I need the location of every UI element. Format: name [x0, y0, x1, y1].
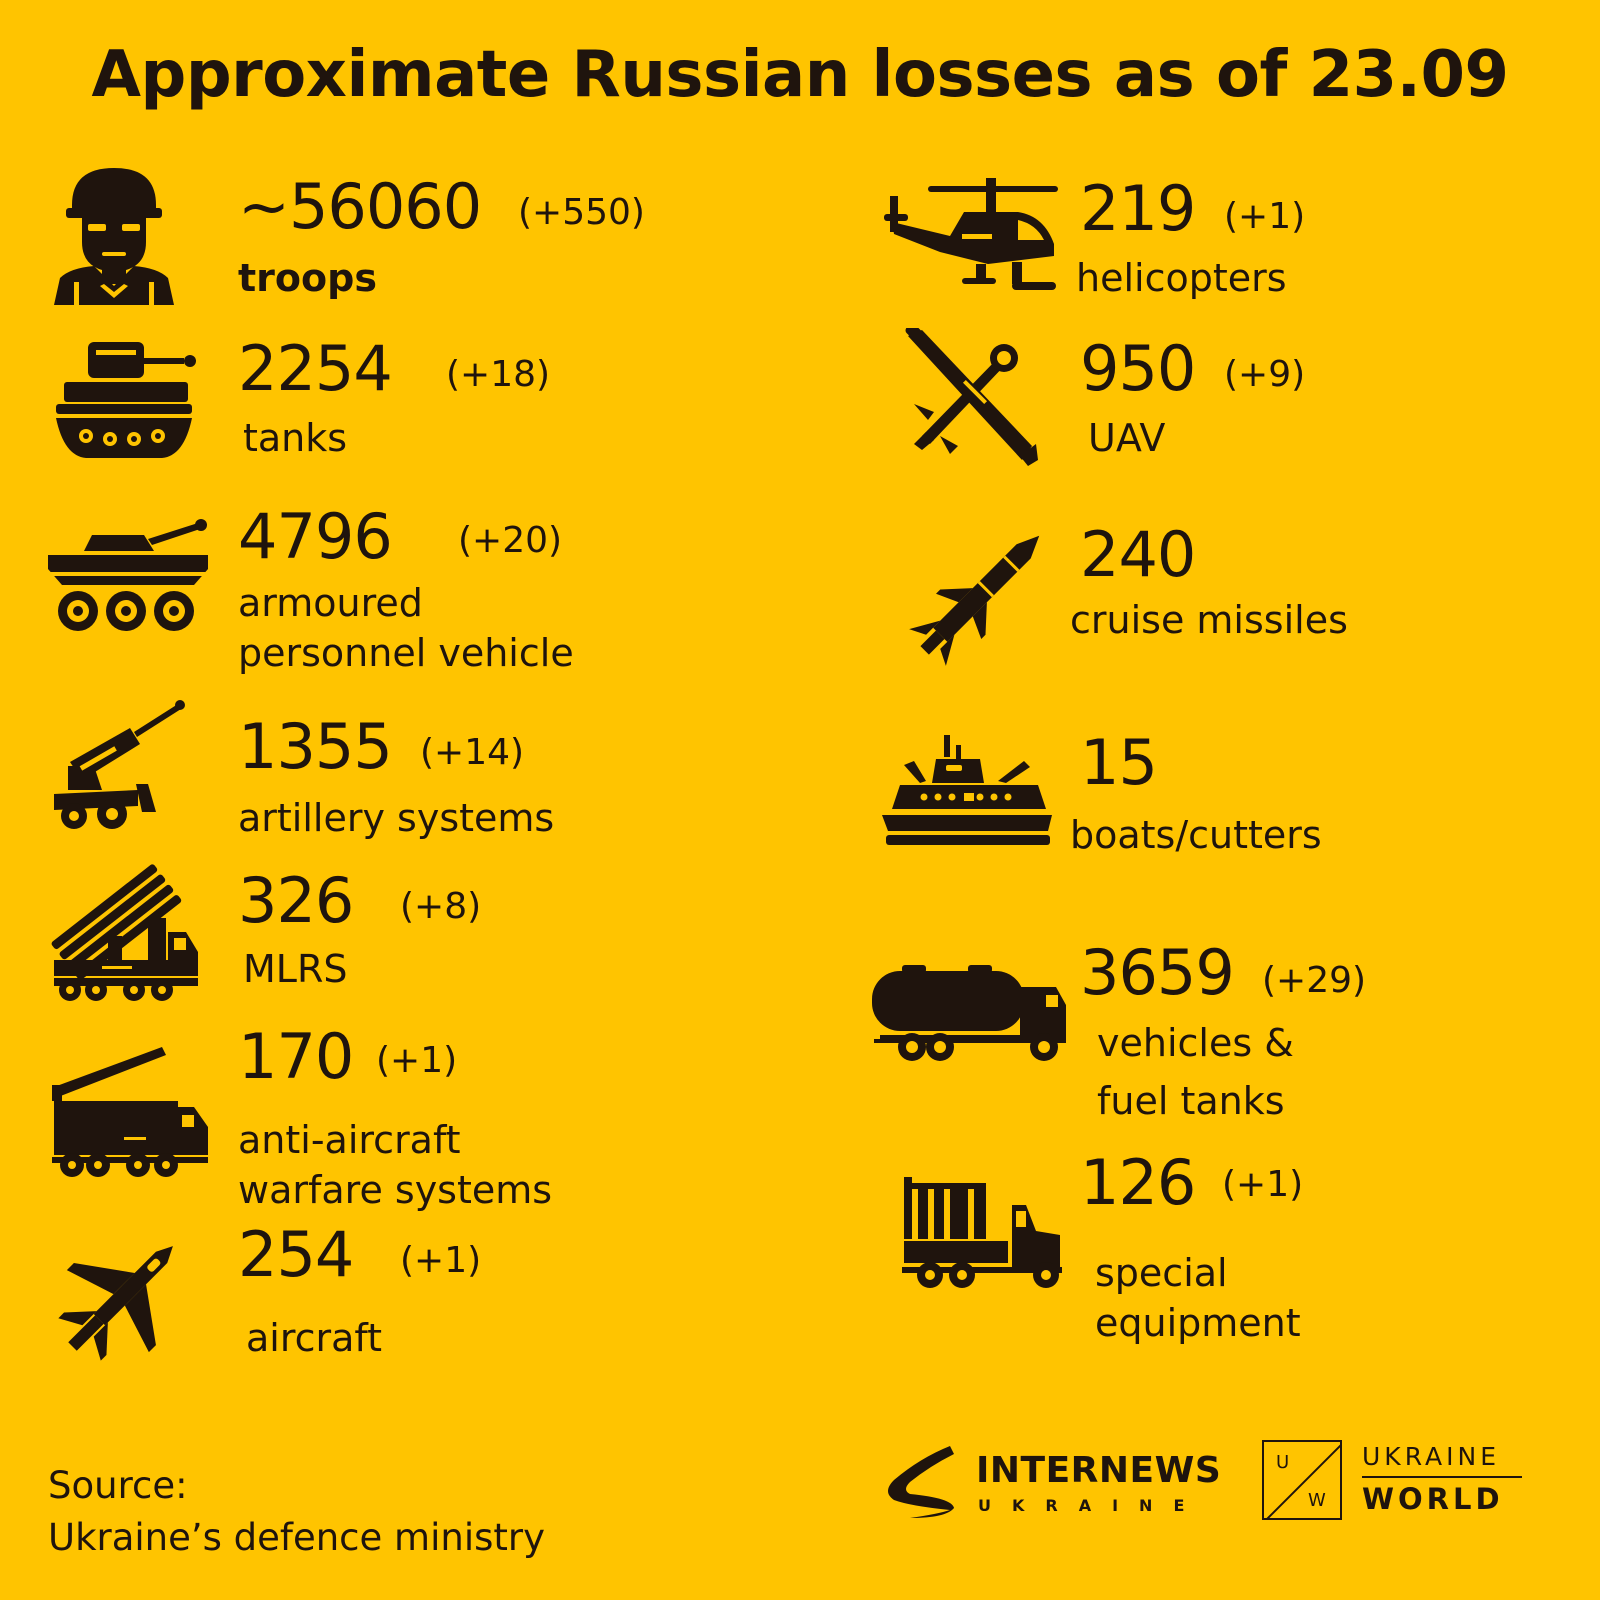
- stat-change: (+1): [1224, 196, 1306, 237]
- stat-change: (+29): [1262, 960, 1367, 1001]
- page-title: Approximate Russian losses as of 23.09: [91, 38, 1509, 112]
- stat-change: (+8): [400, 886, 482, 927]
- tank-icon: [52, 338, 202, 463]
- helicopter-icon: [880, 178, 1060, 303]
- stat-change: (+14): [420, 732, 525, 773]
- source-text: Ukraine’s defence ministry: [48, 1516, 545, 1559]
- mark-letter-w: W: [1308, 1490, 1326, 1511]
- stat-number: 254: [238, 1218, 354, 1291]
- stat-label: troops: [238, 256, 377, 300]
- stat-number: 326: [238, 864, 354, 937]
- stat-number: 240: [1080, 518, 1196, 591]
- stat-change: (+1): [1222, 1164, 1304, 1205]
- stat-label: warfare systems: [238, 1168, 553, 1212]
- diagonal-line-icon: [1266, 1444, 1340, 1518]
- stat-label: boats/cutters: [1070, 813, 1322, 857]
- ukraine-world-rule: [1362, 1476, 1522, 1478]
- internews-ukraine-logo: INTERNEWS UKRAINE: [880, 1440, 1225, 1525]
- internews-swoosh-icon: [888, 1446, 954, 1518]
- stat-change: (+1): [376, 1040, 458, 1081]
- internews-name: INTERNEWS: [976, 1450, 1222, 1491]
- stat-label: cruise missiles: [1070, 598, 1348, 642]
- ukraine-world-logo: U W UKRAINE WORLD: [1262, 1440, 1562, 1530]
- stat-label: MLRS: [243, 947, 348, 991]
- stat-change: (+20): [458, 520, 563, 561]
- stat-number: 2254: [238, 332, 393, 405]
- ukraine-world-line1: UKRAINE: [1362, 1442, 1501, 1471]
- stat-number: 219: [1080, 172, 1196, 245]
- stat-change: (+1): [400, 1240, 482, 1281]
- cruise-missile-icon: [905, 528, 1050, 668]
- stat-number: ~56060: [238, 170, 482, 243]
- stat-number: 4796: [238, 500, 393, 573]
- stat-number: 15: [1080, 726, 1158, 799]
- stat-label: anti-aircraft: [238, 1118, 461, 1162]
- mlrs-icon: [50, 862, 205, 1007]
- stat-label: vehicles &: [1097, 1021, 1294, 1065]
- source-heading: Source:: [48, 1464, 188, 1507]
- ukraine-world-mark: U W: [1262, 1440, 1342, 1520]
- stat-change: (+550): [518, 192, 645, 233]
- stat-label: armoured: [238, 581, 423, 625]
- stat-number: 950: [1080, 332, 1196, 405]
- uav-icon: [900, 328, 1040, 468]
- stat-label: fuel tanks: [1097, 1079, 1285, 1123]
- boat-icon: [880, 735, 1055, 850]
- ukraine-world-line2: WORLD: [1362, 1482, 1504, 1516]
- stat-number: 1355: [238, 710, 393, 783]
- apc-icon: [44, 515, 212, 640]
- stat-label: helicopters: [1076, 256, 1287, 300]
- fuel-truck-icon: [868, 965, 1068, 1065]
- artillery-icon: [50, 700, 188, 830]
- stat-label: special: [1095, 1251, 1228, 1295]
- stat-label: tanks: [243, 416, 348, 460]
- soldier-icon: [50, 160, 178, 305]
- stat-label: equipment: [1095, 1301, 1301, 1345]
- stat-label: aircraft: [246, 1316, 383, 1360]
- stat-label: artillery systems: [238, 796, 555, 840]
- stat-change: (+9): [1224, 354, 1306, 395]
- source-note: Source: Ukraine’s defence ministry: [48, 1460, 545, 1564]
- internews-sub: UKRAINE: [978, 1496, 1206, 1515]
- special-truck-icon: [900, 1175, 1070, 1300]
- mark-letter-u: U: [1276, 1452, 1290, 1473]
- aircraft-icon: [50, 1225, 195, 1370]
- anti-aircraft-icon: [50, 1045, 212, 1180]
- stat-number: 126: [1080, 1146, 1196, 1219]
- stat-change: (+18): [446, 354, 551, 395]
- stat-label: UAV: [1088, 416, 1166, 460]
- stat-label: personnel vehicle: [238, 631, 574, 675]
- stat-number: 170: [238, 1020, 354, 1093]
- stat-number: 3659: [1080, 936, 1235, 1009]
